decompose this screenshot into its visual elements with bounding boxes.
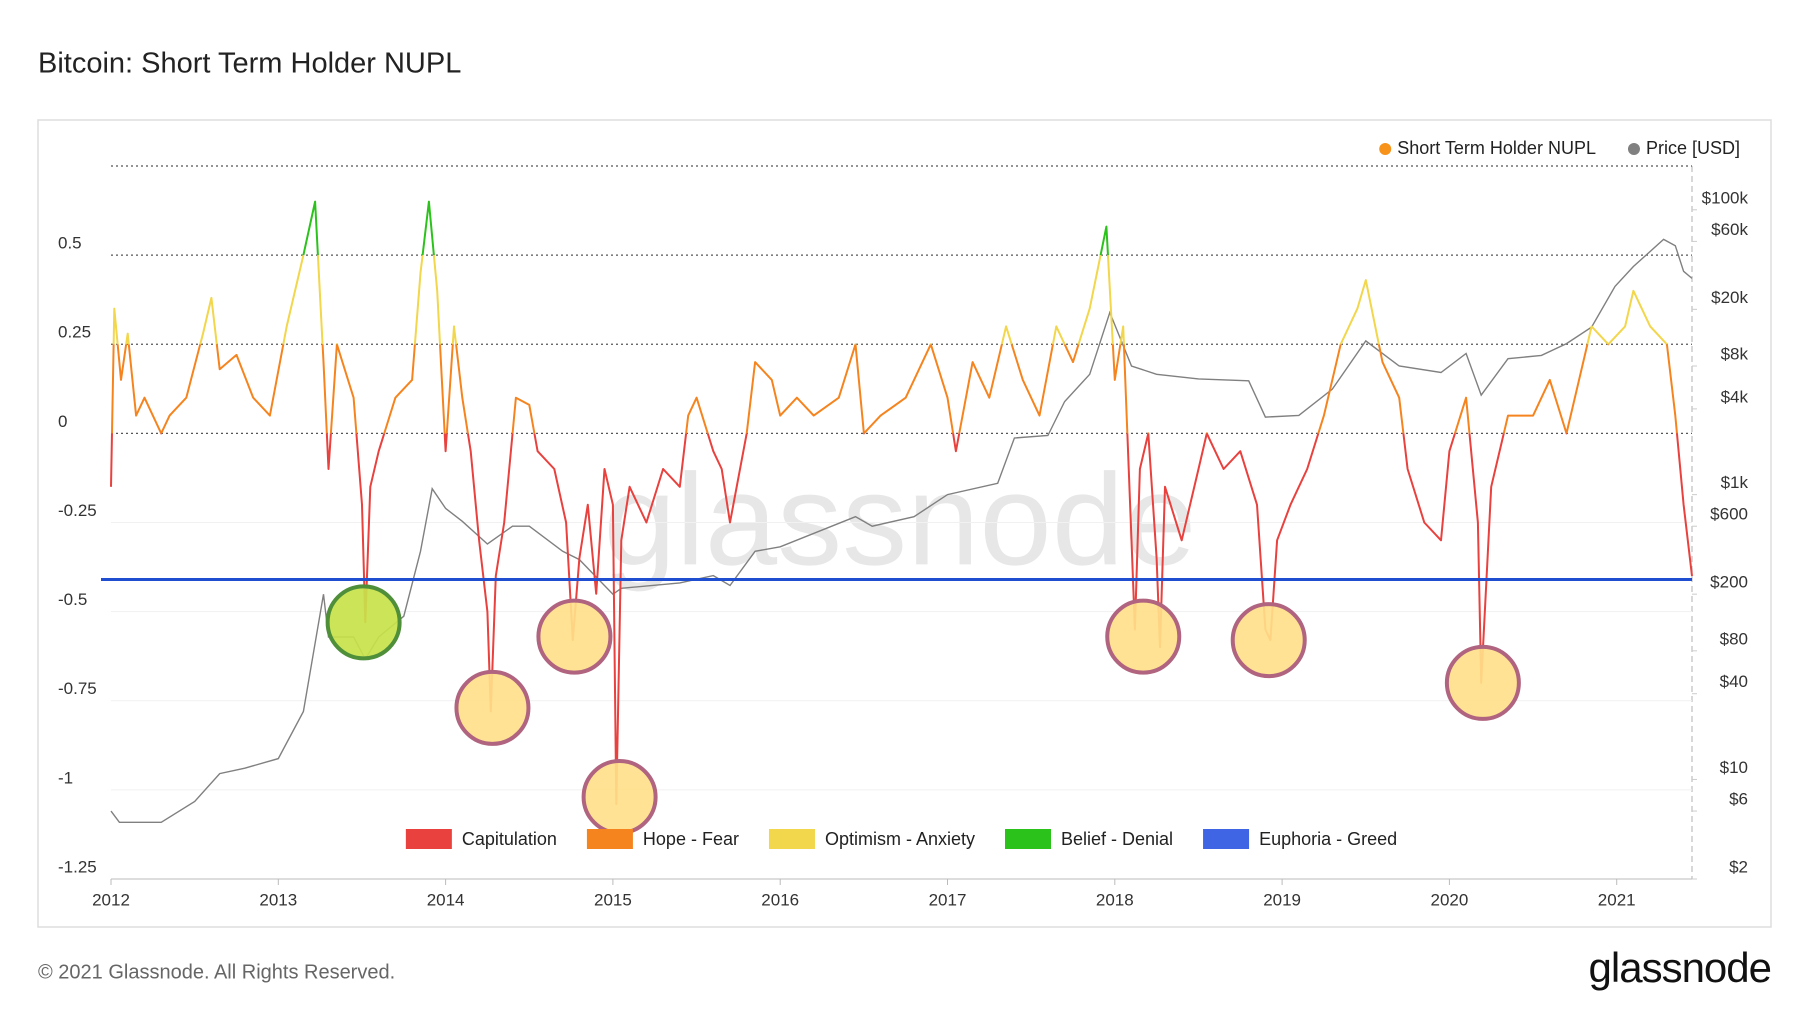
y2-tick-label: $600 — [1710, 505, 1748, 524]
y-tick-label: -0.5 — [58, 590, 87, 609]
x-tick-label: 2012 — [92, 890, 130, 909]
legend-swatch — [405, 829, 452, 849]
legend-label: Short Term Holder NUPL — [1397, 138, 1596, 158]
x-tick-label: 2019 — [1263, 890, 1301, 909]
y2-tick-label: $10 — [1720, 758, 1748, 777]
chart-title: Bitcoin: Short Term Holder NUPL — [38, 48, 461, 80]
legend-label: Price [USD] — [1646, 138, 1740, 158]
y-tick-label: -1 — [58, 768, 73, 787]
legend-label: Optimism - Anxiety — [825, 829, 975, 849]
highlight-circle — [536, 598, 613, 675]
y-tick-label: -1.25 — [58, 857, 97, 876]
y2-tick-label: $200 — [1710, 573, 1748, 592]
highlight-circle — [454, 669, 531, 746]
legend-label: Capitulation — [462, 829, 557, 849]
legend-swatch — [586, 829, 633, 849]
x-tick-label: 2013 — [259, 890, 297, 909]
x-tick-label: 2021 — [1598, 890, 1636, 909]
highlight-circle — [1444, 644, 1521, 721]
y-tick-label: 0.5 — [58, 234, 82, 253]
highlight-circle — [581, 759, 658, 836]
nupl-line — [110, 433, 1693, 806]
x-tick-label: 2018 — [1096, 890, 1134, 909]
legend-swatch — [1379, 143, 1392, 155]
legend-swatch — [1627, 143, 1640, 155]
y2-tick-label: $20k — [1711, 288, 1748, 307]
y-tick-label: 0.25 — [58, 323, 91, 342]
legend-label: Hope - Fear — [643, 829, 739, 849]
y2-tick-label: $100k — [1702, 188, 1749, 207]
y2-tick-label: $2 — [1729, 857, 1748, 876]
nupl-line — [110, 344, 1678, 434]
legend-swatch — [1203, 829, 1250, 849]
highlight-circle — [325, 584, 402, 661]
y2-tick-label: $1k — [1721, 473, 1749, 492]
y2-tick-label: $40 — [1720, 672, 1748, 691]
x-tick-label: 2017 — [929, 890, 967, 909]
y2-tick-label: $4k — [1721, 387, 1749, 406]
x-tick-label: 2014 — [427, 890, 465, 909]
legend-swatch — [768, 829, 815, 849]
y2-tick-label: $80 — [1720, 629, 1748, 648]
highlight-circle — [1105, 598, 1182, 675]
y-tick-label: -0.25 — [58, 501, 97, 520]
panel — [37, 119, 1772, 928]
legend-label: Euphoria - Greed — [1259, 829, 1397, 849]
x-tick-label: 2020 — [1430, 890, 1468, 909]
x-tick-label: 2015 — [594, 890, 632, 909]
y2-tick-label: $60k — [1711, 220, 1748, 239]
y-tick-label: 0 — [58, 412, 67, 431]
legend-swatch — [1005, 829, 1051, 849]
y-tick-label: -0.75 — [58, 679, 97, 698]
y2-tick-label: $6 — [1729, 790, 1748, 809]
x-tick-label: 2016 — [761, 890, 799, 909]
zone-legend: Capitulation Hope - Fear Optimism - Anxiet… — [405, 829, 1397, 849]
copyright: © 2021 Glassnode. All Rights Reserved. — [38, 961, 395, 983]
brand-logo: glassnode — [1589, 944, 1771, 991]
highlight-circle — [1230, 602, 1307, 679]
legend-label: Belief - Denial — [1061, 829, 1173, 849]
y2-tick-label: $8k — [1721, 344, 1749, 363]
